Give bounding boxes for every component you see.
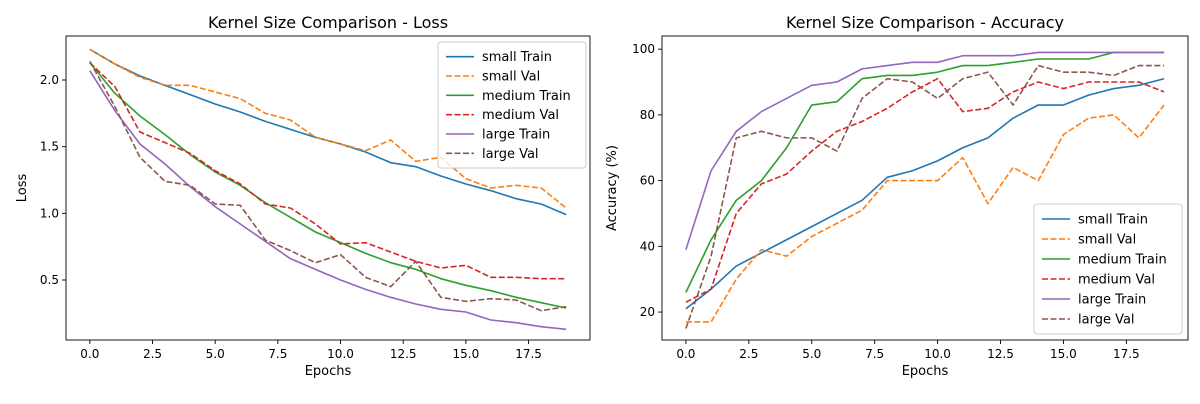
y-axis-label: Accuracy (%) [605, 145, 620, 231]
legend-entry-label: small Train [482, 50, 552, 65]
legend-entry-label: large Val [1078, 313, 1135, 328]
series-line-large-train [89, 70, 567, 331]
legend-box [437, 41, 587, 169]
legend-entry-label: small Val [1078, 233, 1136, 248]
y-tick-label: 0.5 [40, 273, 59, 287]
legend-entry-label: medium Val [1078, 273, 1155, 288]
legend: small Train small Val medium Train medium V… [1033, 203, 1183, 335]
x-tick-label: 0.0 [676, 347, 695, 361]
legend-box [1033, 203, 1183, 335]
x-tick-label: 17.5 [515, 347, 542, 361]
legend-entry-label: large Train [482, 128, 550, 143]
legend-entry-label: large Val [482, 147, 539, 162]
y-axis-label: Loss [15, 174, 30, 203]
chart-panel-1: Kernel Size Comparison - Loss 0.0 2.5 5.0 7.… [15, 13, 591, 379]
y-tick-label: 2.0 [40, 73, 59, 87]
plot-area-frame [661, 35, 1189, 341]
y-tick-label: 60 [640, 174, 655, 188]
x-tick-label: 10.0 [924, 347, 951, 361]
legend-entry-label: large Train [1078, 293, 1146, 308]
y-tick-label: 40 [640, 239, 655, 253]
chart-title: Kernel Size Comparison - Accuracy [786, 13, 1064, 32]
series-line-small-val [685, 104, 1165, 323]
series-line-medium-val [89, 62, 567, 280]
series-line-small-train [685, 77, 1165, 310]
x-tick-label: 10.0 [327, 347, 354, 361]
y-tick-label: 100 [632, 42, 655, 56]
y-tick-label: 1.0 [40, 206, 59, 220]
x-tick-label: 12.5 [987, 347, 1014, 361]
y-tick-label: 20 [640, 305, 655, 319]
legend: small Train small Val medium Train medium V… [437, 41, 587, 169]
x-tick-label: 15.0 [453, 347, 480, 361]
x-tick-label: 7.5 [865, 347, 884, 361]
chart-panel-2: Kernel Size Comparison - Accuracy 0.0 2.5 5… [605, 13, 1189, 379]
series-line-small-val [89, 48, 567, 209]
series-line-medium-train [685, 51, 1165, 293]
series-line-large-val [89, 60, 567, 312]
x-tick-label: 15.0 [1050, 347, 1077, 361]
plot-area-frame [65, 35, 591, 341]
y-tick-label: 80 [640, 108, 655, 122]
x-tick-label: 2.5 [143, 347, 162, 361]
series-line-medium-train [89, 62, 567, 309]
x-axis-label: Epochs [305, 364, 352, 379]
series-line-large-train [685, 51, 1165, 250]
legend-entry-label: medium Train [482, 89, 571, 104]
x-tick-label: 7.5 [268, 347, 287, 361]
x-tick-label: 5.0 [802, 347, 821, 361]
legend-entry-label: small Train [1078, 213, 1148, 228]
legend-entry-label: medium Train [1078, 253, 1167, 268]
x-axis-label: Epochs [902, 364, 949, 379]
x-tick-label: 17.5 [1113, 347, 1140, 361]
y-tick-label: 1.5 [40, 140, 59, 154]
legend-entry-label: medium Val [482, 108, 559, 123]
legend-entry-label: small Val [482, 70, 540, 85]
x-tick-label: 2.5 [739, 347, 758, 361]
x-tick-label: 12.5 [390, 347, 417, 361]
chart-title: Kernel Size Comparison - Loss [208, 13, 448, 32]
x-tick-label: 0.0 [80, 347, 99, 361]
x-tick-label: 5.0 [206, 347, 225, 361]
series-line-large-val [685, 64, 1165, 329]
